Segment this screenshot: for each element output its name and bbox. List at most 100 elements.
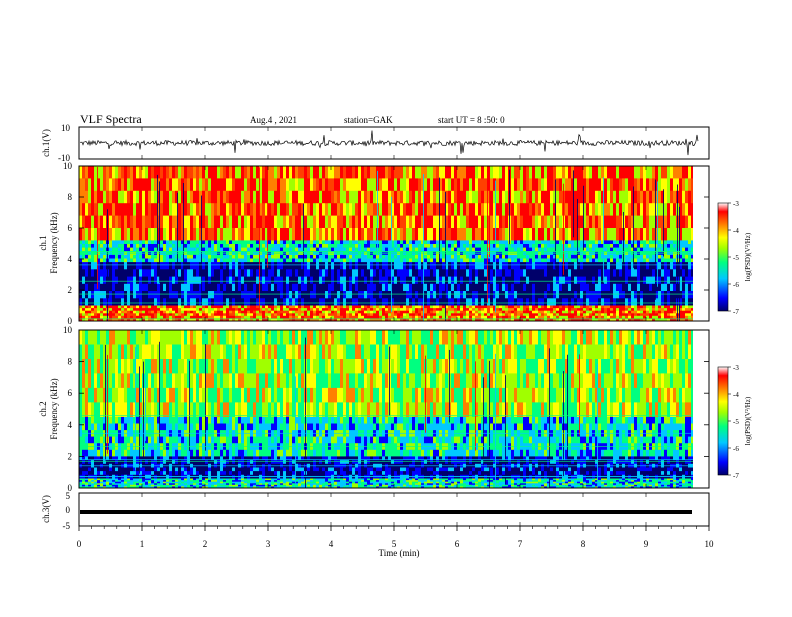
spectrogram-cell <box>610 308 613 312</box>
spectrogram-cell <box>634 228 637 241</box>
spectrogram-cell <box>337 228 340 241</box>
spectrogram-cell <box>118 190 121 204</box>
spectrogram-cell <box>658 276 661 285</box>
spectrogram-cell <box>529 166 532 179</box>
spectrogram-cell <box>145 262 148 270</box>
spectrogram-cell <box>484 318 487 321</box>
spectrogram-cell <box>454 190 457 204</box>
spectrogram-cell <box>580 269 583 277</box>
spectrogram-cell <box>325 178 328 192</box>
spectrogram-cell <box>88 283 91 292</box>
spectrogram-cell <box>349 291 352 299</box>
spectrogram-cell <box>535 313 538 317</box>
spectrogram-cell <box>673 318 676 321</box>
spectrogram-cell <box>643 258 646 263</box>
spectrogram-cell <box>94 269 97 277</box>
spectrogram-cell <box>178 269 181 277</box>
spectrogram-cell <box>172 166 175 179</box>
spectrogram-cell <box>640 315 643 319</box>
spectrogram-cell <box>457 298 460 306</box>
spectrogram-cell <box>88 269 91 277</box>
spectrogram-cell <box>427 291 430 299</box>
spectrogram-cell <box>631 269 634 277</box>
spectrogram-cell <box>544 308 547 312</box>
spectrogram-cell <box>388 203 391 217</box>
spectrogram-cell <box>274 203 277 217</box>
spectrogram-cell <box>517 298 520 306</box>
spectrogram-cell <box>250 254 253 259</box>
spectrogram-cell <box>574 298 577 306</box>
spectrogram-cell <box>454 308 457 312</box>
spectrogram-cell <box>289 247 292 252</box>
spectrogram-cell <box>598 298 601 306</box>
spectrogram-cell <box>394 283 397 292</box>
spectrogram-cell <box>532 318 535 321</box>
spectrogram-cell <box>328 298 331 306</box>
spectrogram-cell <box>298 228 301 241</box>
spectrogram-cell <box>349 269 352 277</box>
spectrogram-cell <box>439 305 442 309</box>
spectrogram-cell <box>298 318 301 321</box>
spectrogram-cell <box>574 190 577 204</box>
spectrogram-cell <box>619 315 622 319</box>
spectrogram-cell <box>601 254 604 259</box>
spectrogram-cell <box>142 308 145 312</box>
spectrogram-cell <box>349 315 352 319</box>
spectrogram-cell <box>559 228 562 241</box>
spectrogram-cell <box>100 308 103 312</box>
spectrogram-cell <box>508 313 511 317</box>
spectrogram-cell <box>205 228 208 241</box>
spectrogram-cell <box>277 244 280 249</box>
spectrogram-cell <box>400 254 403 259</box>
spectrogram-cell <box>211 258 214 263</box>
spectrogram-cell <box>88 247 91 252</box>
spectrogram-cell <box>151 315 154 319</box>
spectrogram-cell <box>598 310 601 314</box>
spectrogram-cell <box>217 258 220 263</box>
spectrogram-cell <box>568 291 571 299</box>
spectrogram-cell <box>445 247 448 252</box>
spectrogram-cell <box>427 315 430 319</box>
spectrogram-cell <box>580 313 583 317</box>
spectrogram-cell <box>532 240 535 245</box>
spectrogram-cell <box>637 215 640 229</box>
spectrogram-cell <box>604 318 607 321</box>
spectrogram-cell <box>685 318 688 321</box>
spectrogram-cell <box>103 315 106 319</box>
spectrogram-cell <box>169 244 172 249</box>
spectrogram-cell <box>355 215 358 229</box>
spectrogram-cell <box>229 318 232 321</box>
spectrogram-cell <box>424 308 427 312</box>
spectrogram-cell <box>586 308 589 312</box>
spectrogram-cell <box>694 216 697 229</box>
spectrogram-cell <box>385 244 388 249</box>
spectrogram-cell <box>220 166 223 179</box>
spectrogram-cell <box>241 308 244 312</box>
spectrogram-cell <box>586 310 589 314</box>
spectrogram-cell <box>514 308 517 312</box>
spectrogram-cell <box>691 315 693 319</box>
spectrogram-cell <box>637 203 640 217</box>
spectrogram-cell <box>523 258 526 263</box>
spectrogram-cell <box>514 215 517 229</box>
spectrogram-cell <box>82 254 85 259</box>
spectrogram-cell <box>283 244 286 249</box>
spectrogram-cell <box>130 291 133 299</box>
spectrogram-cell <box>325 240 328 245</box>
spectrogram-cell <box>304 258 307 263</box>
spectrogram-cell <box>118 228 121 241</box>
spectrogram-cell <box>376 276 379 285</box>
spectrogram-cell <box>169 166 172 179</box>
spectrogram-cell <box>196 247 199 252</box>
spectrogram-cell <box>280 247 283 252</box>
spectrogram-cell <box>397 318 400 321</box>
spectrogram-cell <box>355 166 358 179</box>
spectrogram-cell <box>652 178 655 192</box>
spectrogram-cell <box>199 228 202 241</box>
spectrogram-cell <box>541 313 544 317</box>
spectrogram-cell <box>322 244 325 249</box>
spectrogram-cell <box>289 228 292 241</box>
spectrogram-cell <box>127 215 130 229</box>
spectrogram-cell <box>592 247 595 252</box>
spectrogram-cell <box>259 276 262 285</box>
